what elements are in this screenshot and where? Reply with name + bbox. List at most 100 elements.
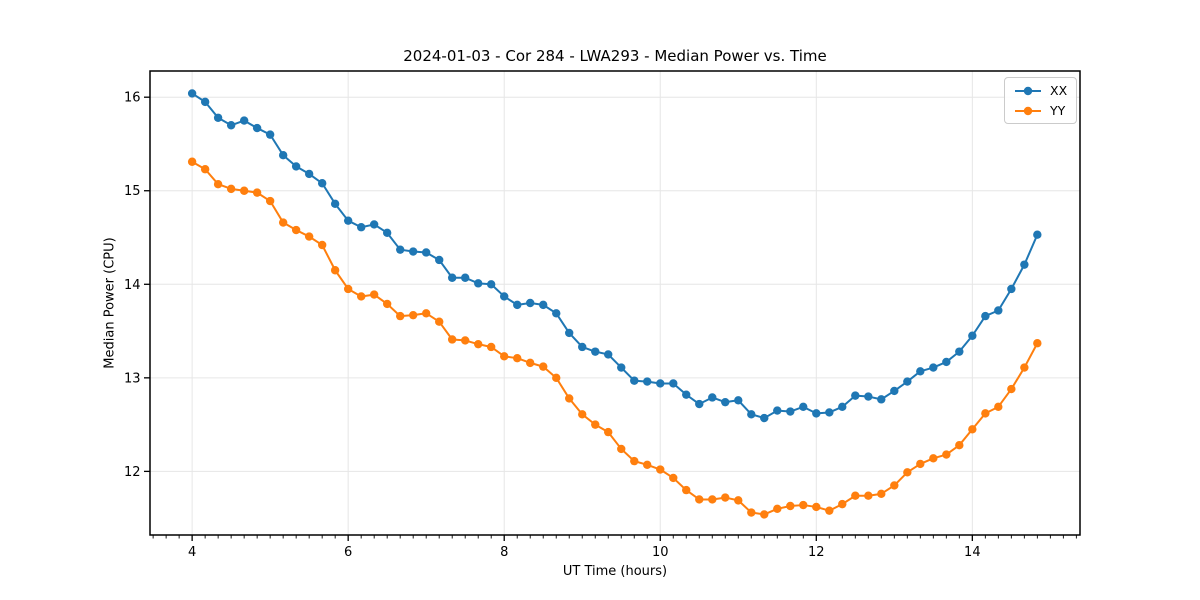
data-point [330, 199, 340, 209]
legend-line-marker-icon [1015, 86, 1041, 95]
data-point [708, 495, 717, 504]
chart-title: 2024-01-03 - Cor 284 - LWA293 - Median P… [403, 47, 827, 65]
data-point [591, 420, 600, 429]
data-point [708, 393, 717, 402]
data-point [317, 179, 327, 188]
data-point [539, 362, 548, 371]
data-point [994, 306, 1003, 315]
data-point [786, 501, 795, 511]
y-tick-label: 14 [124, 278, 141, 293]
legend-label-xx: XX [1050, 83, 1068, 98]
data-point [447, 273, 457, 282]
data-point [747, 410, 756, 419]
data-point [669, 473, 678, 483]
data-point [942, 357, 951, 367]
data-point [968, 425, 977, 434]
data-point [578, 342, 587, 352]
data-point [656, 465, 665, 474]
data-point [1020, 363, 1029, 372]
data-point [799, 500, 808, 510]
x-tick-label: 12 [808, 545, 825, 560]
data-point [435, 317, 444, 326]
data-point [382, 228, 392, 238]
data-point [357, 292, 366, 301]
data-point [357, 223, 366, 232]
data-point [486, 342, 496, 352]
data-point [486, 280, 496, 289]
data-point [226, 184, 236, 194]
data-point [916, 459, 925, 469]
data-point [682, 390, 691, 399]
x-tick-label: 8 [500, 545, 508, 560]
tick-labels: 4 6 8 10 12 14 12 13 14 15 16 [124, 91, 981, 560]
axis-ticks [144, 96, 1077, 541]
data-point [721, 397, 730, 407]
data-point [187, 89, 197, 98]
data-point [513, 353, 522, 363]
data-point [643, 377, 652, 386]
legend-label-yy: YY [1050, 103, 1066, 118]
data-point [942, 450, 951, 459]
data-point [760, 510, 769, 519]
data-point [877, 395, 886, 404]
data-point [291, 225, 301, 235]
data-point [773, 504, 782, 514]
data-point [799, 402, 808, 412]
data-point [435, 255, 444, 265]
data-point [447, 335, 457, 344]
series-yy [187, 157, 1042, 519]
data-point [1033, 339, 1042, 348]
data-point [734, 396, 743, 405]
data-point [265, 130, 275, 139]
data-point [226, 121, 236, 130]
data-point [838, 499, 847, 509]
data-point [382, 299, 392, 309]
data-point [200, 165, 210, 174]
data-point [903, 377, 912, 386]
data-point [604, 427, 613, 437]
data-point [187, 157, 197, 166]
data-point [929, 454, 938, 463]
data-point [825, 408, 834, 417]
y-axis-label: Median Power (CPU) [102, 237, 118, 369]
data-point [461, 336, 470, 345]
data-point [695, 399, 704, 409]
data-point [604, 350, 613, 359]
data-point [591, 347, 600, 356]
data-point [929, 363, 938, 372]
data-point [1033, 230, 1042, 239]
data-point [421, 248, 431, 257]
data-point [565, 394, 574, 403]
data-point [1007, 284, 1016, 294]
y-tick-label: 13 [124, 371, 141, 386]
legend-line-marker-icon [1015, 106, 1041, 115]
data-point [760, 413, 769, 423]
legend-item-xx: XX [1013, 83, 1067, 98]
data-point [239, 186, 249, 195]
data-point [643, 460, 652, 470]
data-point [200, 97, 210, 107]
legend-item-yy: YY [1013, 103, 1067, 118]
data-point [903, 468, 912, 477]
data-point [682, 485, 691, 495]
data-point [265, 196, 275, 206]
data-point [955, 440, 964, 450]
data-point [890, 481, 899, 490]
data-point [981, 311, 990, 321]
data-point [1007, 384, 1016, 394]
x-tick-label: 10 [652, 545, 669, 560]
data-point [890, 386, 899, 396]
data-point [721, 493, 730, 502]
data-point [500, 292, 509, 301]
data-point [994, 402, 1003, 412]
data-point [500, 352, 509, 361]
data-point [1020, 260, 1029, 269]
data-point [330, 266, 340, 275]
data-point [630, 456, 639, 466]
data-point [213, 113, 223, 122]
data-point [278, 218, 288, 227]
data-point [864, 491, 873, 500]
data-point [812, 409, 821, 418]
